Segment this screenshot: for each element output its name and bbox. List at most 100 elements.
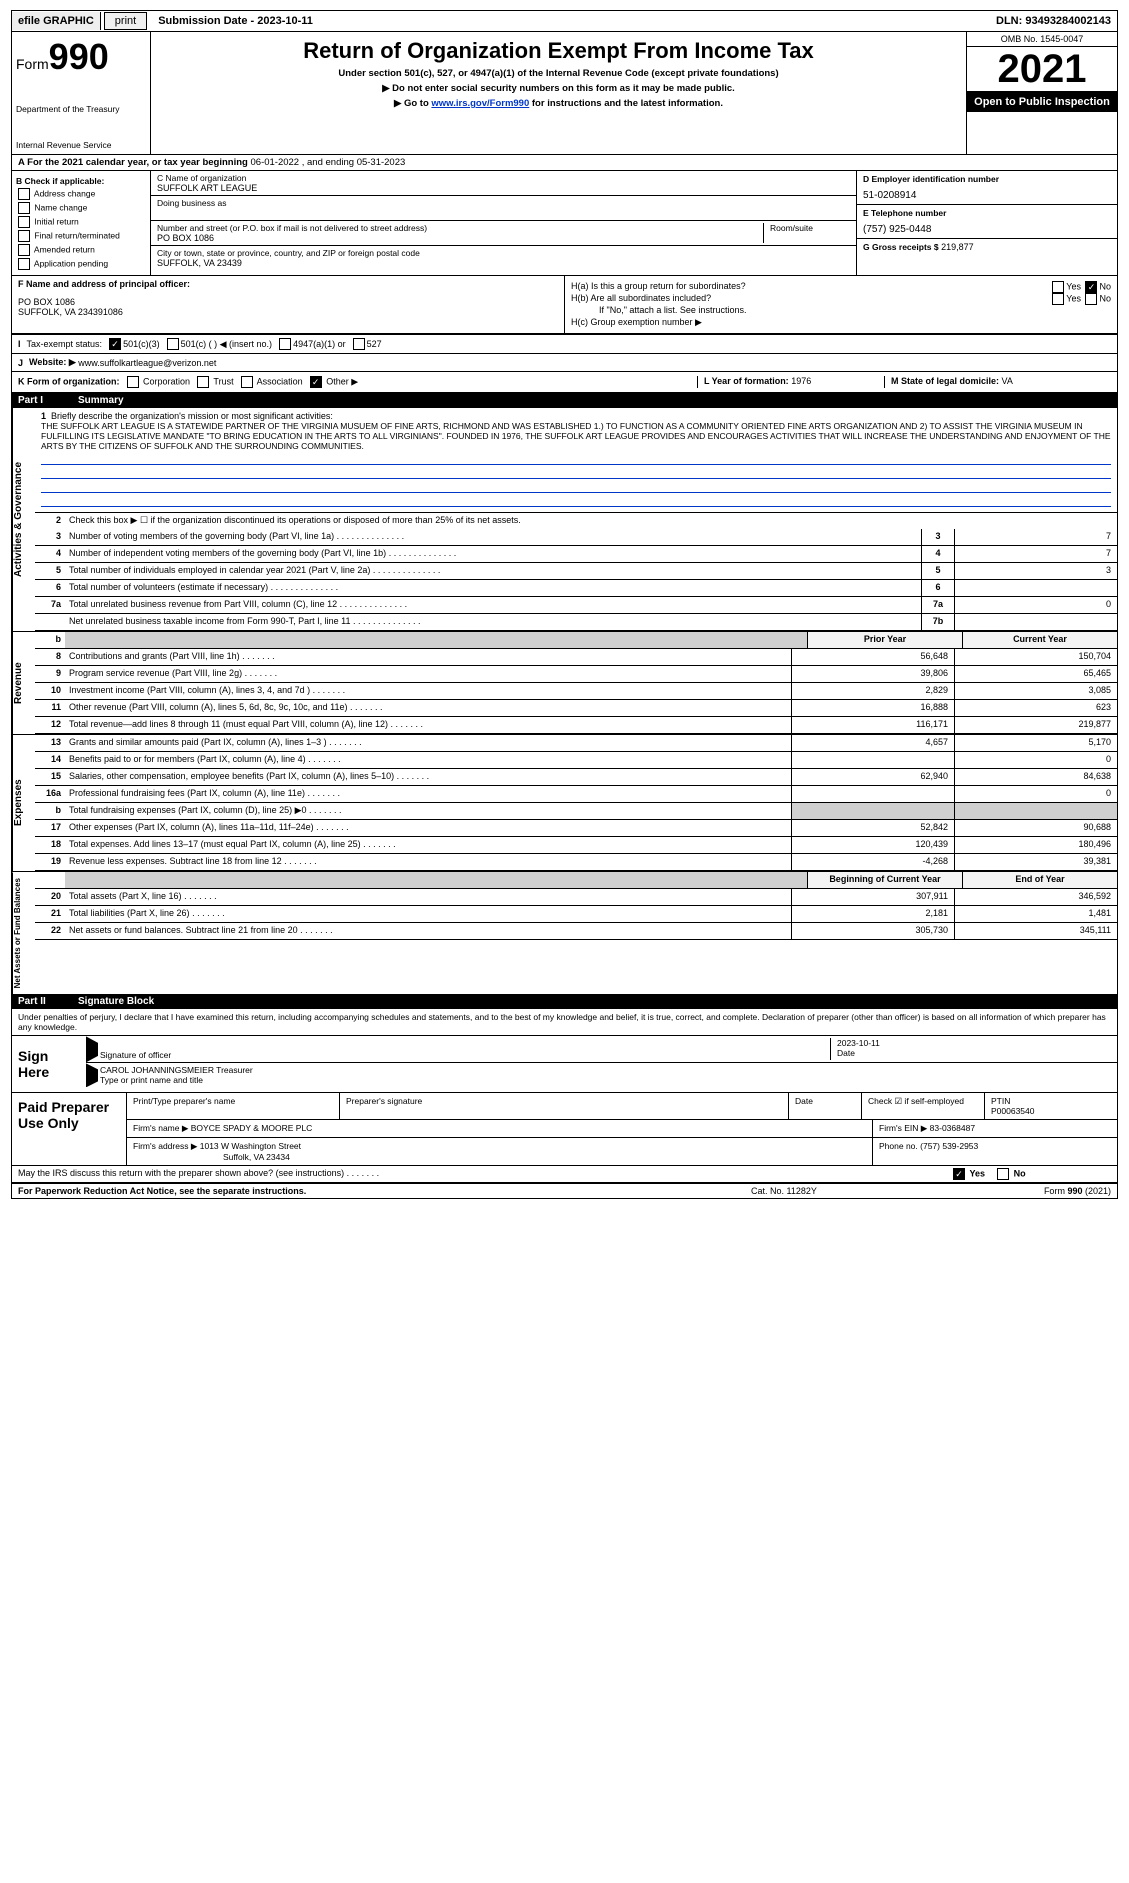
checkbox-icon[interactable] (353, 338, 365, 350)
line-val: 3 (954, 563, 1117, 579)
header-left: Form990 Department of the Treasury Inter… (12, 32, 151, 154)
may-irs-yesno: Yes No (951, 1168, 1111, 1180)
checkbox-checked-icon[interactable] (310, 376, 322, 388)
section-m: M State of legal domicile: VA (884, 376, 1111, 388)
table-row: 8 Contributions and grants (Part VIII, l… (35, 649, 1117, 666)
rev-body: b Prior Year Current Year 8 Contribution… (35, 632, 1117, 734)
gross-receipts: 219,877 (941, 242, 974, 252)
firm-city-value: Suffolk, VA 23434 (133, 1152, 290, 1162)
goto-link[interactable]: www.irs.gov/Form990 (431, 98, 529, 109)
checkbox-icon[interactable] (18, 230, 30, 242)
may-irs-text: May the IRS discuss this return with the… (18, 1168, 951, 1180)
j-text: Website: ▶ (29, 357, 76, 368)
curr-val: 90,688 (954, 820, 1117, 836)
hb-line: H(b) Are all subordinates included? Yes … (571, 293, 1111, 303)
checkbox-icon[interactable] (1052, 293, 1064, 305)
checkbox-checked-icon[interactable] (953, 1168, 965, 1180)
m-value: VA (1002, 376, 1013, 386)
part2-header: Part II Signature Block (12, 994, 1117, 1009)
checkbox-icon[interactable] (1085, 293, 1097, 305)
prior-val (791, 752, 954, 768)
line-desc: Number of voting members of the governin… (65, 529, 921, 545)
prep-row-1: Print/Type preparer's name Preparer's si… (127, 1093, 1117, 1120)
sig-date-label: Date (837, 1048, 855, 1058)
checkbox-checked-icon[interactable] (1085, 281, 1097, 293)
sign-here-label: Sign Here (12, 1036, 86, 1092)
c-city-row: City or town, state or province, country… (151, 246, 856, 270)
checkbox-icon[interactable] (167, 338, 179, 350)
j-letter: J (18, 358, 23, 368)
checkbox-icon[interactable] (997, 1168, 1009, 1180)
prep-row-2: Firm's name ▶ BOYCE SPADY & MOORE PLC Fi… (127, 1120, 1117, 1138)
checkbox-icon[interactable] (18, 188, 30, 200)
mission-text: THE SUFFOLK ART LEAGUE IS A STATEWIDE PA… (41, 421, 1111, 451)
part1-label: Part I (18, 395, 70, 406)
efile-topbar: efile GRAPHIC print Submission Date - 20… (12, 11, 1117, 32)
prior-val: 16,888 (791, 700, 954, 716)
curr-val: 345,111 (954, 923, 1117, 939)
section-i: I Tax-exempt status: 501(c)(3) 501(c) ( … (12, 334, 1117, 354)
id-block: B Check if applicable: Address change Na… (12, 171, 1117, 276)
checkbox-icon[interactable] (241, 376, 253, 388)
checkbox-icon[interactable] (18, 258, 30, 270)
boy-hdr: Beginning of Current Year (807, 872, 962, 888)
firm-addr-cell: Firm's address ▶ 1013 W Washington Stree… (127, 1138, 873, 1165)
sig-date-field: 2023-10-11 Date (830, 1038, 1117, 1060)
blank-line (41, 467, 1111, 479)
table-row: 19 Revenue less expenses. Subtract line … (35, 854, 1117, 871)
checkbox-icon[interactable] (18, 202, 30, 214)
line-desc: Other revenue (Part VIII, column (A), li… (65, 700, 791, 716)
prior-val: 56,648 (791, 649, 954, 665)
part1-header: Part I Summary (12, 393, 1117, 408)
ptin-label: PTIN (991, 1096, 1010, 1106)
yes-label: Yes (1066, 281, 1081, 291)
table-row: 22 Net assets or fund balances. Subtract… (35, 923, 1117, 940)
sig-line-1: Signature of officer 2023-10-11 Date (86, 1036, 1117, 1063)
dots (347, 1168, 380, 1178)
line-desc: Total revenue—add lines 8 through 11 (mu… (65, 717, 791, 733)
line-num: 12 (35, 717, 65, 733)
phone-value: (757) 925-0448 (863, 224, 1111, 235)
checkbox-icon[interactable] (1052, 281, 1064, 293)
line-num: 7a (35, 597, 65, 613)
yes-label: Yes (970, 1169, 986, 1179)
line-box: 4 (921, 546, 954, 562)
part2-title: Signature Block (78, 996, 154, 1007)
blank-line (41, 495, 1111, 507)
line-num: 13 (35, 735, 65, 751)
checkbox-icon[interactable] (18, 244, 30, 256)
k-label: K Form of organization: (18, 376, 120, 386)
table-row: 5 Total number of individuals employed i… (35, 563, 1117, 580)
prior-val: 2,829 (791, 683, 954, 699)
checkbox-icon[interactable] (18, 216, 30, 228)
k-opt-2: Association (257, 376, 303, 386)
shade-cell (65, 872, 807, 888)
table-row: 18 Total expenses. Add lines 13–17 (must… (35, 837, 1117, 854)
line-desc: Investment income (Part VIII, column (A)… (65, 683, 791, 699)
line-box: 6 (921, 580, 954, 596)
curr-val: 180,496 (954, 837, 1117, 853)
checkbox-icon[interactable] (197, 376, 209, 388)
curr-val: 0 (954, 786, 1117, 802)
checkbox-icon[interactable] (127, 376, 139, 388)
checkbox-checked-icon[interactable] (109, 338, 121, 350)
yes-label: Yes (1066, 293, 1081, 303)
net-hdr-row: Beginning of Current Year End of Year (35, 872, 1117, 889)
print-button[interactable]: print (104, 12, 147, 30)
submission-date: Submission Date - 2023-10-11 (150, 12, 321, 30)
checkbox-icon[interactable] (279, 338, 291, 350)
e-label: E Telephone number (863, 208, 1111, 218)
line-desc: Net assets or fund balances. Subtract li… (65, 923, 791, 939)
page-footer: For Paperwork Reduction Act Notice, see … (12, 1184, 1117, 1198)
prior-val: 52,842 (791, 820, 954, 836)
shade-cell (65, 632, 807, 648)
curr-val: 84,638 (954, 769, 1117, 785)
part2-label: Part II (18, 996, 70, 1007)
table-row: b Total fundraising expenses (Part IX, c… (35, 803, 1117, 820)
line-desc: Total number of volunteers (estimate if … (65, 580, 921, 596)
line-desc: Total assets (Part X, line 16) (65, 889, 791, 905)
blank-num (35, 872, 65, 888)
ssn-note: ▶ Do not enter social security numbers o… (157, 83, 960, 94)
side-exp: Expenses (12, 735, 35, 871)
website-value: www.suffolkartleague@verizon.net (78, 358, 216, 368)
